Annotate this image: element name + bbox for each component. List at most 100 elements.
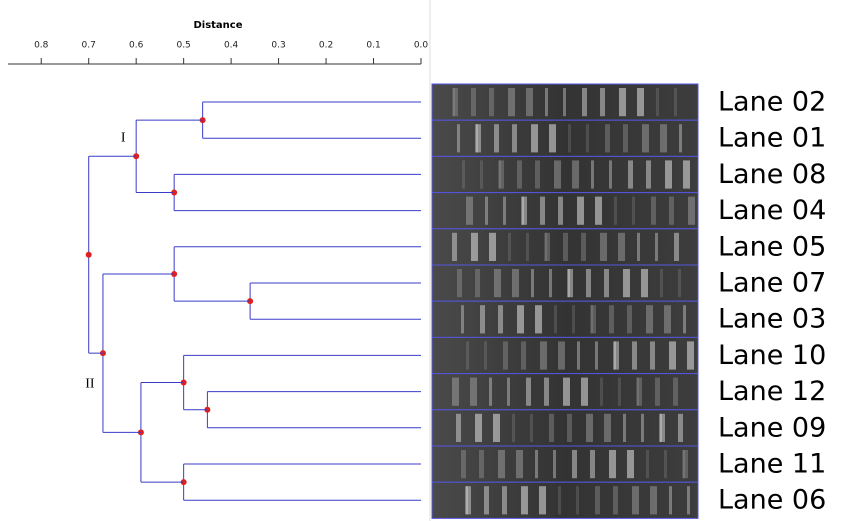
cluster-label: II: [85, 376, 95, 391]
leaf-label: Lane 10: [718, 340, 826, 371]
gel-band: [646, 450, 649, 479]
gel-band: [572, 305, 575, 334]
gel-band: [530, 413, 533, 442]
gel-band: [687, 341, 694, 370]
leaf-label: Lane 11: [718, 449, 826, 480]
gel-band: [517, 160, 522, 189]
gel-band: [499, 160, 504, 189]
gel-band: [526, 88, 533, 117]
gel-band: [572, 450, 577, 479]
gel-band: [521, 486, 528, 515]
gel-image: [431, 83, 699, 519]
gel-band: [614, 341, 619, 370]
gel-band: [669, 196, 674, 225]
leaf-label: Lane 06: [718, 485, 826, 516]
gel-band: [522, 196, 527, 225]
gel-band: [516, 450, 523, 479]
x-tick-label: 0.1: [366, 41, 380, 51]
leaf-label: Lane 05: [718, 231, 826, 262]
leaf-label: Lane 04: [718, 195, 826, 226]
x-axis-label: Distance: [193, 20, 242, 31]
gel-band: [600, 88, 605, 117]
gel-band: [471, 232, 478, 261]
gel-band: [669, 341, 676, 370]
gel-band: [540, 196, 545, 225]
gel-band: [480, 160, 483, 189]
gel-band: [489, 232, 496, 261]
gel-band: [656, 88, 659, 117]
gel-band: [627, 305, 632, 334]
gel-band: [494, 124, 499, 153]
leaf-label: Lane 02: [718, 87, 826, 118]
gel-band: [637, 377, 642, 406]
gel-band: [558, 196, 563, 225]
gel-band: [669, 486, 672, 515]
gel-band: [636, 377, 639, 406]
gel-band: [618, 232, 625, 261]
gel-band: [517, 305, 524, 334]
leaf-label: Lane 08: [718, 159, 826, 190]
gel-band: [544, 232, 547, 261]
gel-band: [498, 160, 501, 189]
gel-band: [572, 160, 579, 189]
gel-band: [605, 124, 610, 153]
gel-lane: [431, 264, 699, 302]
gel-band: [549, 124, 556, 153]
gel-band: [581, 377, 588, 406]
gel-band: [466, 341, 469, 370]
gel-band: [664, 450, 667, 479]
gel-band: [471, 88, 476, 117]
gel-band: [688, 196, 695, 225]
gel-band: [452, 377, 459, 406]
gel-band: [549, 413, 554, 442]
gel-band: [563, 377, 570, 406]
gel-band: [646, 160, 651, 189]
gel-band: [590, 305, 593, 334]
gel-band: [544, 377, 549, 406]
gel-band: [558, 486, 561, 515]
gel-band: [535, 160, 540, 189]
gel-band: [503, 196, 506, 225]
gel-band: [683, 305, 686, 334]
gel-band: [613, 486, 618, 515]
gel-band: [614, 196, 617, 225]
gel-band: [609, 160, 612, 189]
gel-lane: [431, 192, 699, 230]
gel-band: [632, 486, 639, 515]
gel-band: [502, 486, 507, 515]
gel-band: [526, 377, 531, 406]
gel-band: [466, 196, 473, 225]
gel-band: [475, 124, 478, 153]
gel-band: [531, 124, 538, 153]
gel-band: [665, 160, 672, 189]
gel-band: [673, 377, 678, 406]
gel-band: [508, 88, 515, 117]
gel-band: [682, 450, 685, 479]
gel-band: [586, 413, 593, 442]
x-tick-label: 0.7: [82, 41, 96, 51]
gel-band: [623, 413, 626, 442]
gel-band: [539, 486, 546, 515]
gel-band: [651, 196, 656, 225]
gel-band: [456, 413, 461, 442]
gel-band: [641, 413, 644, 442]
gel-band: [683, 450, 688, 479]
gel-lane: [431, 409, 699, 447]
gel-band: [619, 88, 626, 117]
gel-band: [591, 160, 594, 189]
leaf-label: Lane 12: [718, 376, 826, 407]
gel-band: [540, 341, 547, 370]
gel-band: [586, 269, 591, 298]
gel-band: [595, 341, 598, 370]
gel-band: [577, 341, 580, 370]
gel-band: [683, 160, 690, 189]
gel-band: [558, 341, 565, 370]
gel-band: [655, 377, 660, 406]
cluster-label: I: [121, 131, 126, 146]
gel-band: [568, 269, 573, 298]
gel-band: [563, 88, 566, 117]
gel-band: [503, 341, 508, 370]
gel-band: [613, 341, 616, 370]
gel-band: [466, 486, 471, 515]
gel-band: [628, 160, 633, 189]
